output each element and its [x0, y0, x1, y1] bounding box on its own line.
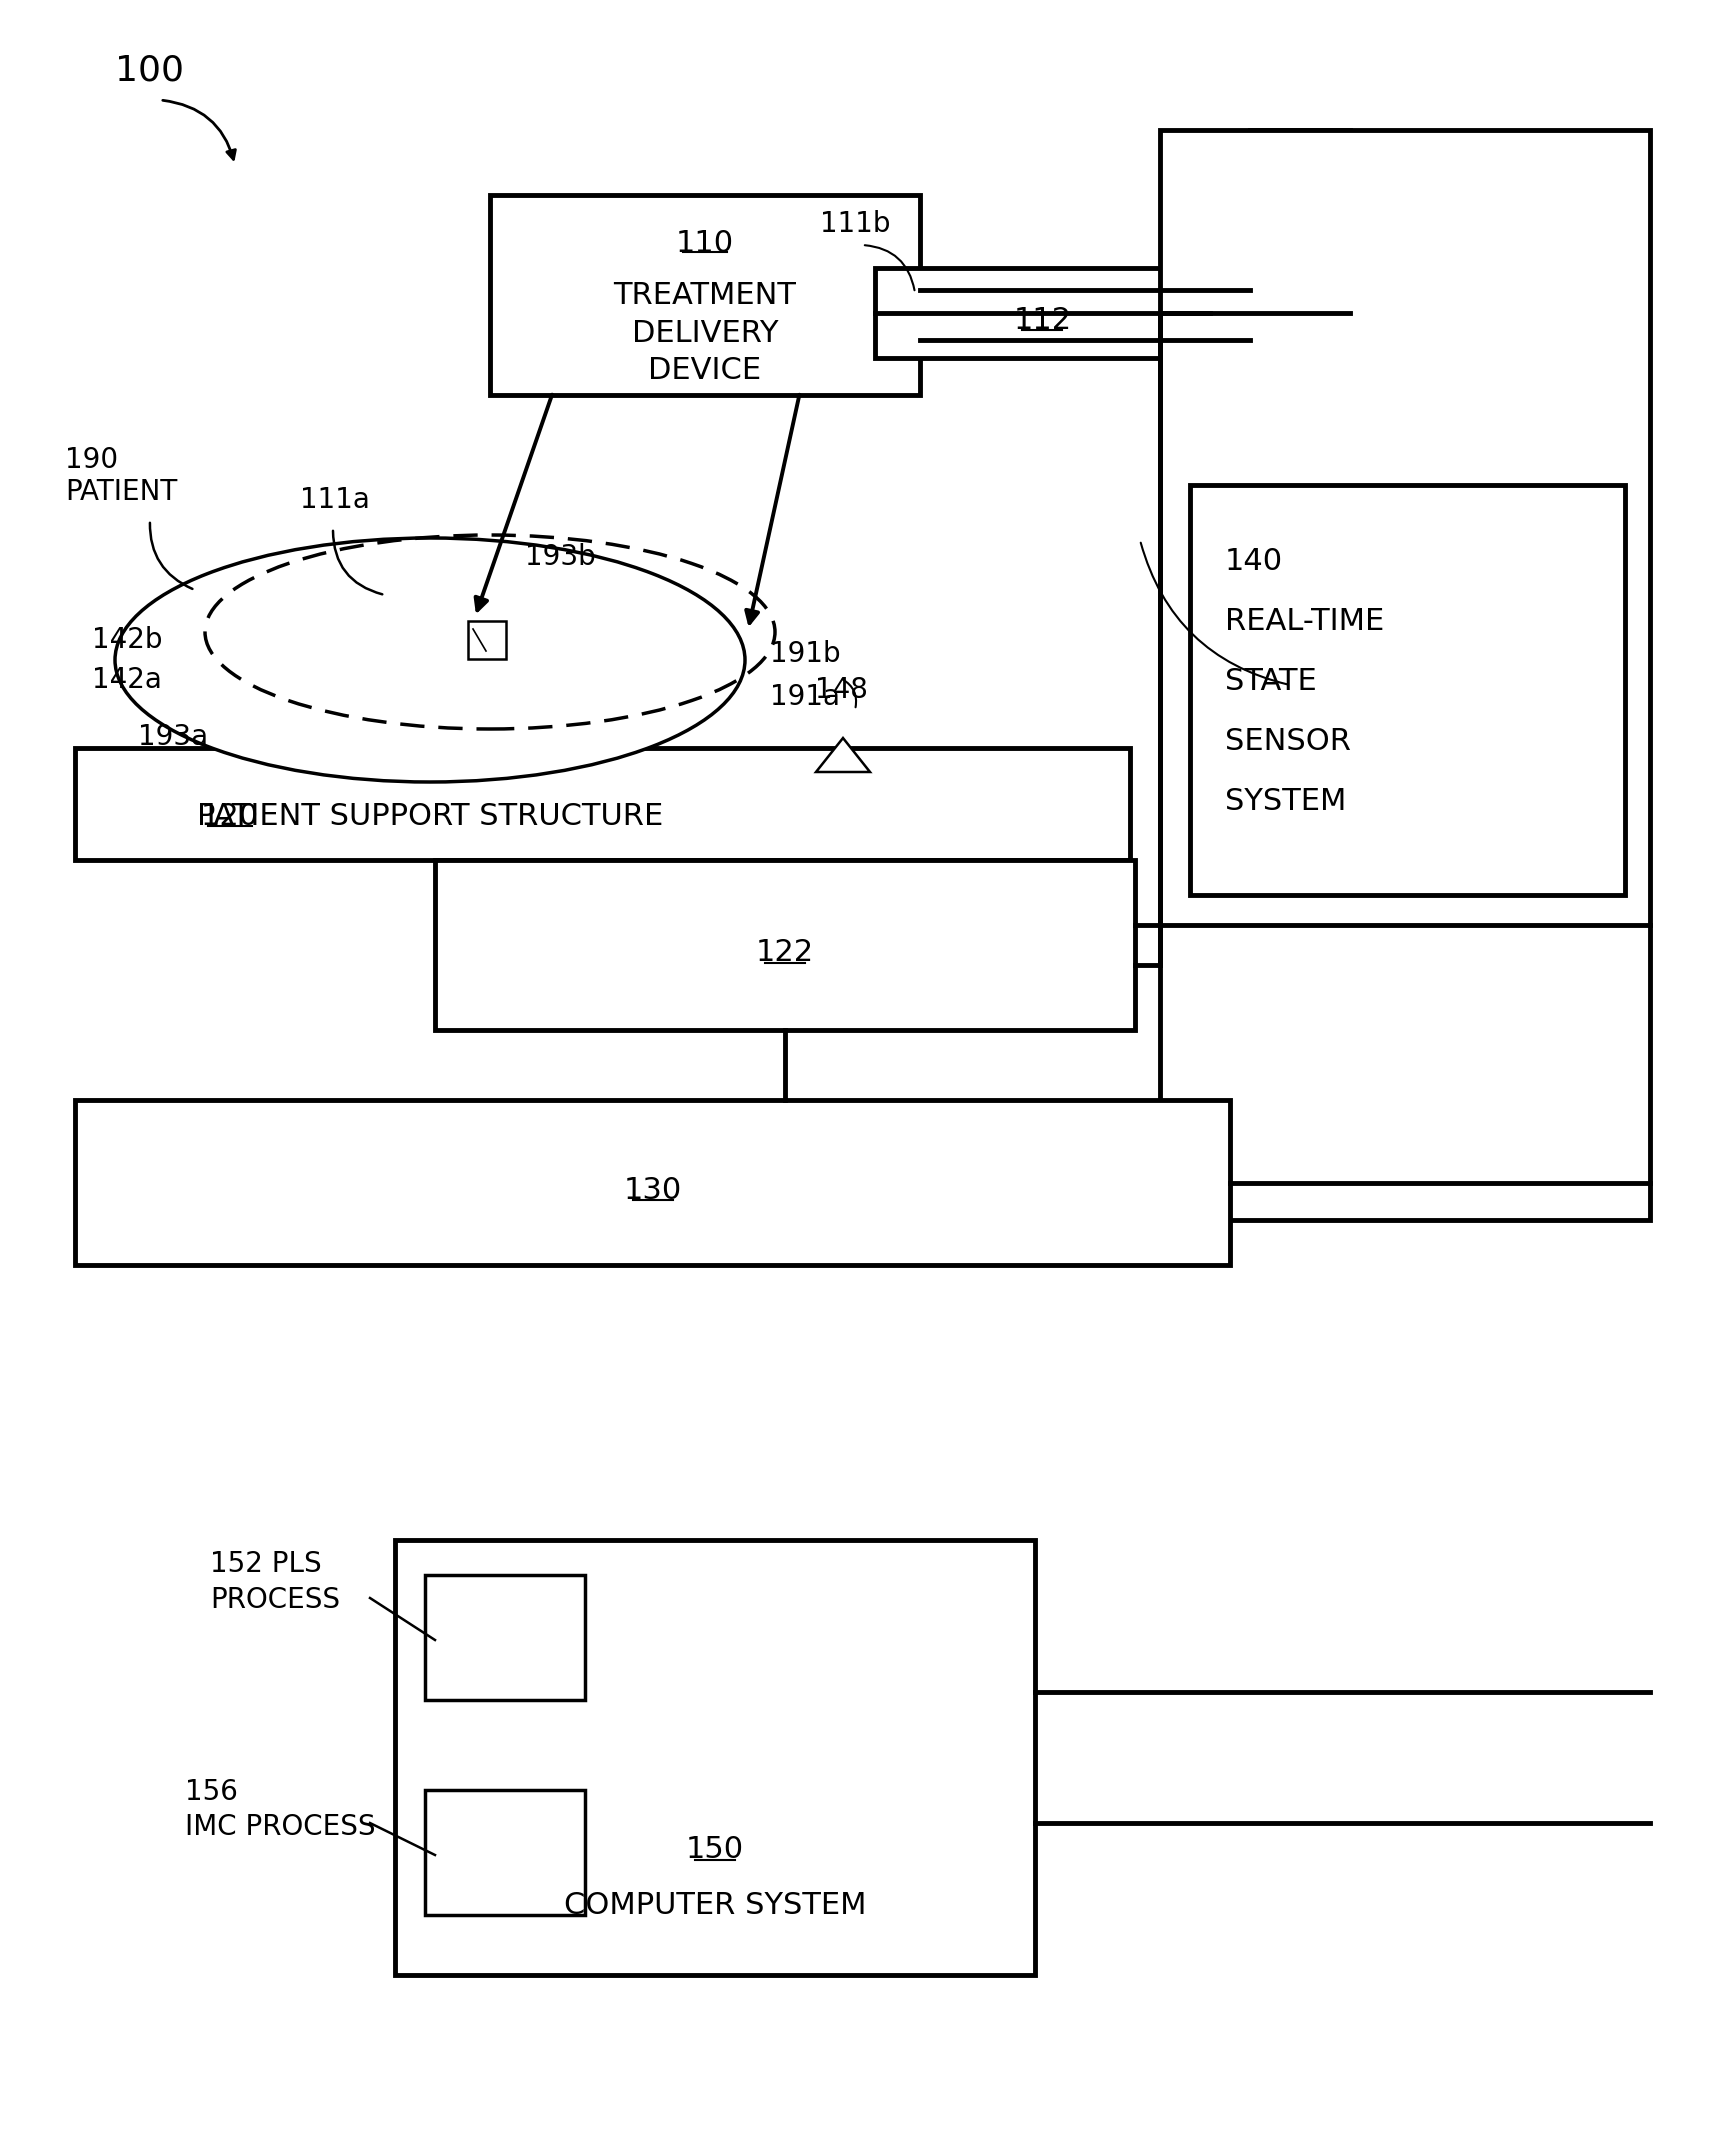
Text: 111b: 111b: [820, 211, 891, 239]
Text: 152 PLS: 152 PLS: [210, 1549, 322, 1577]
Text: IMC PROCESS: IMC PROCESS: [186, 1814, 375, 1842]
Bar: [76, 748, 1130, 860]
Bar: [425, 1575, 585, 1700]
Text: 191a: 191a: [771, 683, 839, 711]
Text: PATIENT: PATIENT: [65, 477, 177, 505]
Text: 122: 122: [755, 937, 814, 967]
Bar: [1190, 486, 1625, 894]
Bar: [875, 269, 1209, 359]
Text: TREATMENT: TREATMENT: [614, 282, 796, 309]
Text: SENSOR: SENSOR: [1225, 726, 1350, 756]
Text: 193b: 193b: [525, 544, 595, 572]
Text: 193a: 193a: [138, 722, 208, 750]
Text: STATE: STATE: [1225, 666, 1318, 696]
Text: DEVICE: DEVICE: [648, 355, 762, 385]
Polygon shape: [815, 737, 870, 771]
Text: 148: 148: [815, 677, 869, 705]
Bar: [1159, 129, 1649, 1221]
Text: 156: 156: [186, 1777, 237, 1805]
Text: 100: 100: [115, 54, 184, 86]
Text: REAL-TIME: REAL-TIME: [1225, 606, 1385, 636]
Text: 111a: 111a: [299, 486, 370, 514]
Bar: [435, 860, 1135, 1029]
Bar: [468, 621, 506, 660]
Text: 190: 190: [65, 447, 119, 475]
Text: 120: 120: [201, 802, 260, 830]
Text: 142a: 142a: [91, 666, 162, 694]
Bar: [396, 1541, 1035, 1975]
Text: PATIENT SUPPORT STRUCTURE: PATIENT SUPPORT STRUCTURE: [196, 802, 664, 830]
Text: 112: 112: [1013, 305, 1072, 335]
Ellipse shape: [115, 537, 745, 782]
Text: 142b: 142b: [91, 625, 162, 653]
Bar: [490, 196, 920, 395]
Bar: [76, 1100, 1230, 1266]
Text: 140: 140: [1225, 548, 1283, 576]
Bar: [1250, 129, 1350, 490]
Text: COMPUTER SYSTEM: COMPUTER SYSTEM: [564, 1891, 867, 1919]
Bar: [425, 1790, 585, 1915]
Text: PROCESS: PROCESS: [210, 1586, 341, 1614]
Text: DELIVERY: DELIVERY: [631, 318, 777, 348]
Text: 191b: 191b: [771, 640, 841, 668]
Text: 130: 130: [623, 1176, 681, 1203]
Text: 110: 110: [676, 228, 734, 258]
Text: 150: 150: [686, 1835, 745, 1865]
Text: SYSTEM: SYSTEM: [1225, 787, 1347, 817]
